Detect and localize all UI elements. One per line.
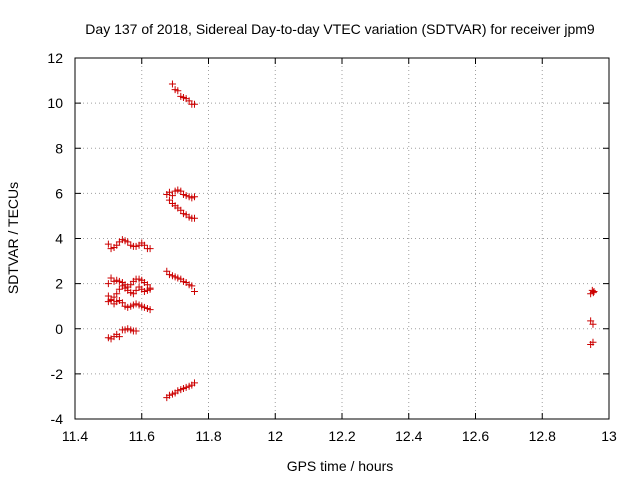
- data-point: [115, 285, 123, 293]
- data-point: [140, 288, 148, 296]
- data-point: [165, 188, 173, 196]
- x-tick-label: 12.4: [395, 428, 422, 444]
- x-tick-label: 13: [601, 428, 617, 444]
- data-point: [190, 193, 198, 201]
- data-point: [589, 289, 597, 297]
- data-point: [190, 100, 198, 108]
- axis-ticks: [74, 57, 610, 420]
- x-axis-label: GPS time / hours: [287, 458, 394, 474]
- data-point: [107, 274, 115, 282]
- data-point: [165, 271, 173, 279]
- grid-lines: [75, 58, 609, 419]
- y-tick-label: 6: [55, 185, 63, 201]
- data-point: [174, 387, 182, 395]
- x-tick-label: 12: [267, 428, 283, 444]
- x-tick-label: 11.8: [195, 428, 221, 444]
- y-tick-label: 10: [47, 95, 63, 111]
- data-point: [190, 214, 198, 222]
- data-point: [190, 379, 198, 387]
- data-point: [132, 300, 140, 308]
- data-point: [107, 245, 115, 253]
- data-point: [132, 242, 140, 250]
- x-tick-label: 12.6: [462, 428, 489, 444]
- data-point: [132, 327, 140, 335]
- data-point: [165, 391, 173, 399]
- y-tick-label: 2: [55, 276, 63, 292]
- y-tick-label: -4: [51, 411, 64, 427]
- data-point: [174, 274, 182, 282]
- data-point: [174, 87, 182, 95]
- data-point: [165, 196, 173, 204]
- data-point: [168, 80, 176, 88]
- data-point: [107, 297, 115, 305]
- chart-title: Day 137 of 2018, Sidereal Day-to-day VTE…: [85, 21, 595, 37]
- data-point: [124, 325, 132, 333]
- y-tick-label: 12: [47, 50, 63, 66]
- y-tick-label: 0: [55, 321, 63, 337]
- data-point: [140, 241, 148, 249]
- data-point: [115, 277, 123, 285]
- data-point: [182, 383, 190, 391]
- data-point: [174, 186, 182, 194]
- y-tick-label: -2: [51, 366, 64, 382]
- data-point: [146, 284, 154, 292]
- y-axis-label: SDTVAR / TECUs: [5, 182, 21, 294]
- data-point: [113, 290, 121, 298]
- data-point: [115, 333, 123, 341]
- x-tick-label: 11.4: [62, 428, 88, 444]
- data-points: [104, 80, 598, 402]
- y-tick-label: 4: [55, 231, 63, 247]
- data-point: [132, 286, 140, 294]
- data-point: [190, 288, 198, 296]
- x-axis-tick-labels: 11.4 11.6 11.8 12 12.2 12.4 12.6 12.8 13: [62, 428, 617, 444]
- x-tick-label: 11.6: [129, 428, 155, 444]
- data-point: [590, 288, 598, 296]
- data-point: [124, 303, 132, 311]
- data-point: [589, 338, 597, 346]
- x-tick-label: 12.8: [529, 428, 556, 444]
- data-point: [140, 303, 148, 311]
- data-point: [124, 238, 132, 246]
- x-tick-label: 12.2: [328, 428, 355, 444]
- y-tick-label: 8: [55, 140, 63, 156]
- data-point: [589, 320, 597, 328]
- y-axis-tick-labels: -4 -2 0 2 4 6 8 10 12: [47, 50, 63, 427]
- data-point: [104, 240, 112, 248]
- data-point: [146, 245, 154, 253]
- data-point: [146, 306, 154, 314]
- data-point: [104, 280, 112, 288]
- data-point: [168, 192, 176, 200]
- data-point: [182, 192, 190, 200]
- data-point: [188, 282, 196, 290]
